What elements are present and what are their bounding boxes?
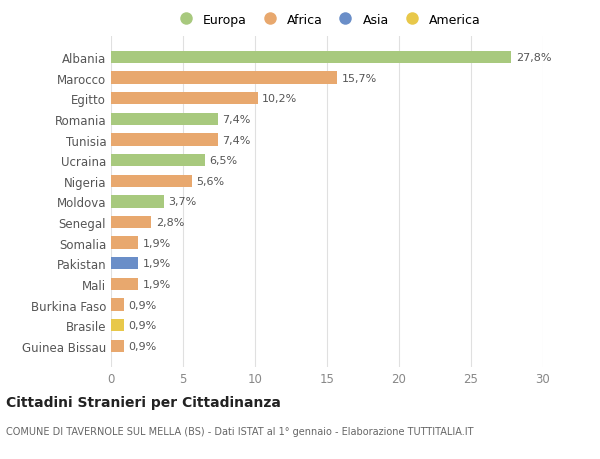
- Text: 10,2%: 10,2%: [262, 94, 298, 104]
- Bar: [111, 134, 218, 146]
- Bar: [111, 52, 511, 64]
- Bar: [111, 237, 139, 249]
- Bar: [111, 216, 151, 229]
- Text: COMUNE DI TAVERNOLE SUL MELLA (BS) - Dati ISTAT al 1° gennaio - Elaborazione TUT: COMUNE DI TAVERNOLE SUL MELLA (BS) - Dat…: [6, 426, 473, 436]
- Text: 15,7%: 15,7%: [341, 73, 377, 84]
- Text: 0,9%: 0,9%: [128, 341, 157, 351]
- Bar: [111, 340, 124, 352]
- Bar: [111, 73, 337, 84]
- Text: 0,9%: 0,9%: [128, 300, 157, 310]
- Text: 0,9%: 0,9%: [128, 320, 157, 330]
- Text: 6,5%: 6,5%: [209, 156, 237, 166]
- Bar: [111, 299, 124, 311]
- Bar: [111, 196, 164, 208]
- Text: 1,9%: 1,9%: [143, 259, 171, 269]
- Bar: [111, 175, 191, 188]
- Text: 7,4%: 7,4%: [222, 115, 250, 125]
- Text: 1,9%: 1,9%: [143, 238, 171, 248]
- Text: 7,4%: 7,4%: [222, 135, 250, 145]
- Bar: [111, 93, 258, 105]
- Text: 2,8%: 2,8%: [155, 218, 184, 228]
- Bar: [111, 257, 139, 270]
- Text: 3,7%: 3,7%: [169, 197, 197, 207]
- Bar: [111, 278, 139, 291]
- Text: 5,6%: 5,6%: [196, 176, 224, 186]
- Bar: [111, 113, 218, 126]
- Legend: Europa, Africa, Asia, America: Europa, Africa, Asia, America: [169, 10, 485, 30]
- Bar: [111, 155, 205, 167]
- Bar: [111, 319, 124, 331]
- Text: Cittadini Stranieri per Cittadinanza: Cittadini Stranieri per Cittadinanza: [6, 395, 281, 409]
- Text: 27,8%: 27,8%: [515, 53, 551, 63]
- Text: 1,9%: 1,9%: [143, 279, 171, 289]
